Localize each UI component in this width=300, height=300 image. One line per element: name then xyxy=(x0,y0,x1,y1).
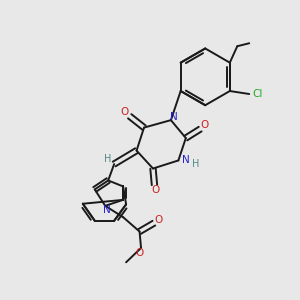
Text: O: O xyxy=(135,248,144,258)
Text: N: N xyxy=(182,154,190,165)
Text: Cl: Cl xyxy=(252,89,263,99)
Text: H: H xyxy=(192,159,200,169)
Text: O: O xyxy=(154,214,162,225)
Text: N: N xyxy=(103,205,111,215)
Text: H: H xyxy=(104,154,111,164)
Text: N: N xyxy=(170,112,178,122)
Text: O: O xyxy=(121,107,129,117)
Text: O: O xyxy=(201,120,209,130)
Text: O: O xyxy=(151,185,159,195)
